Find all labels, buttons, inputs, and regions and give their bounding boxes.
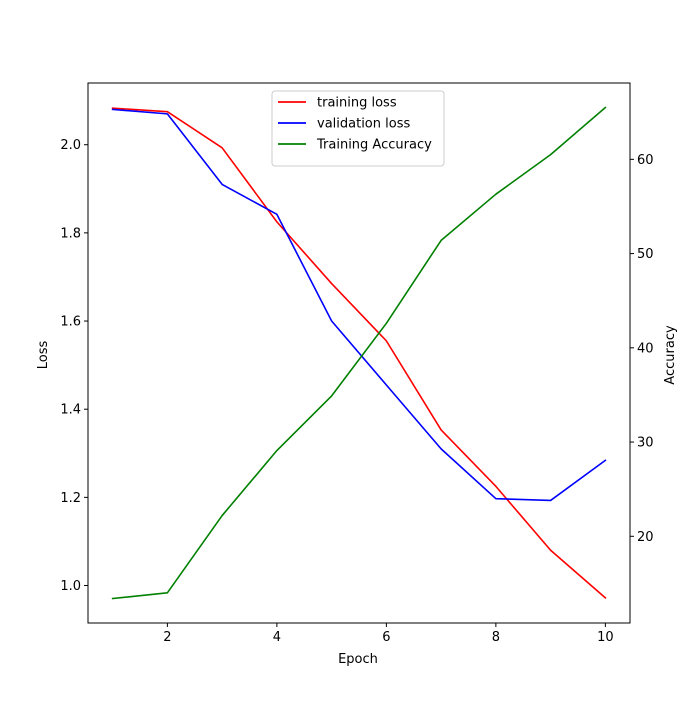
y-right-tick-label: 20 bbox=[637, 530, 654, 545]
x-tick-label: 6 bbox=[382, 630, 390, 645]
x-tick-label: 10 bbox=[597, 630, 614, 645]
axes-spines bbox=[87, 82, 631, 624]
series-lines bbox=[111, 106, 607, 600]
y-axis-left-label: Loss bbox=[36, 341, 51, 370]
axes-frame bbox=[87, 82, 631, 624]
legend-box bbox=[271, 90, 445, 167]
x-axis-label: Epoch bbox=[338, 652, 378, 667]
y-left-tick-label: 1.2 bbox=[60, 491, 81, 506]
x-tick-label: 8 bbox=[492, 630, 500, 645]
y-right-tick-label: 50 bbox=[637, 247, 654, 262]
y-left-tick-label: 1.4 bbox=[60, 403, 81, 418]
x-tick-label: 2 bbox=[163, 630, 171, 645]
y-left-tick-label: 1.8 bbox=[60, 226, 81, 241]
y-axis-right-ticks: 20 30 40 50 60 bbox=[630, 153, 654, 545]
y-axis-right-label: Accuracy bbox=[663, 325, 678, 385]
y-right-tick-label: 40 bbox=[637, 341, 654, 356]
y-axis-left-ticks: 1.0 1.2 1.4 1.6 1.8 2.0 bbox=[60, 138, 88, 594]
legend-label: validation loss bbox=[317, 117, 410, 132]
legend: training loss validation loss Training Acc… bbox=[271, 90, 445, 167]
y-left-tick-label: 1.0 bbox=[60, 579, 81, 594]
legend-label: Training Accuracy bbox=[316, 138, 432, 153]
legend-label: training loss bbox=[317, 96, 397, 111]
y-right-tick-label: 60 bbox=[637, 153, 654, 168]
series-line-training-accuracy bbox=[111, 106, 607, 600]
x-tick-label: 4 bbox=[273, 630, 281, 645]
series-line-training-loss bbox=[111, 107, 607, 599]
y-left-tick-label: 1.6 bbox=[60, 315, 81, 330]
y-left-tick-label: 2.0 bbox=[60, 138, 81, 153]
series-line-validation-loss bbox=[111, 108, 607, 502]
y-right-tick-label: 30 bbox=[637, 436, 654, 451]
x-axis-ticks: 2 4 6 8 10 bbox=[163, 623, 614, 645]
